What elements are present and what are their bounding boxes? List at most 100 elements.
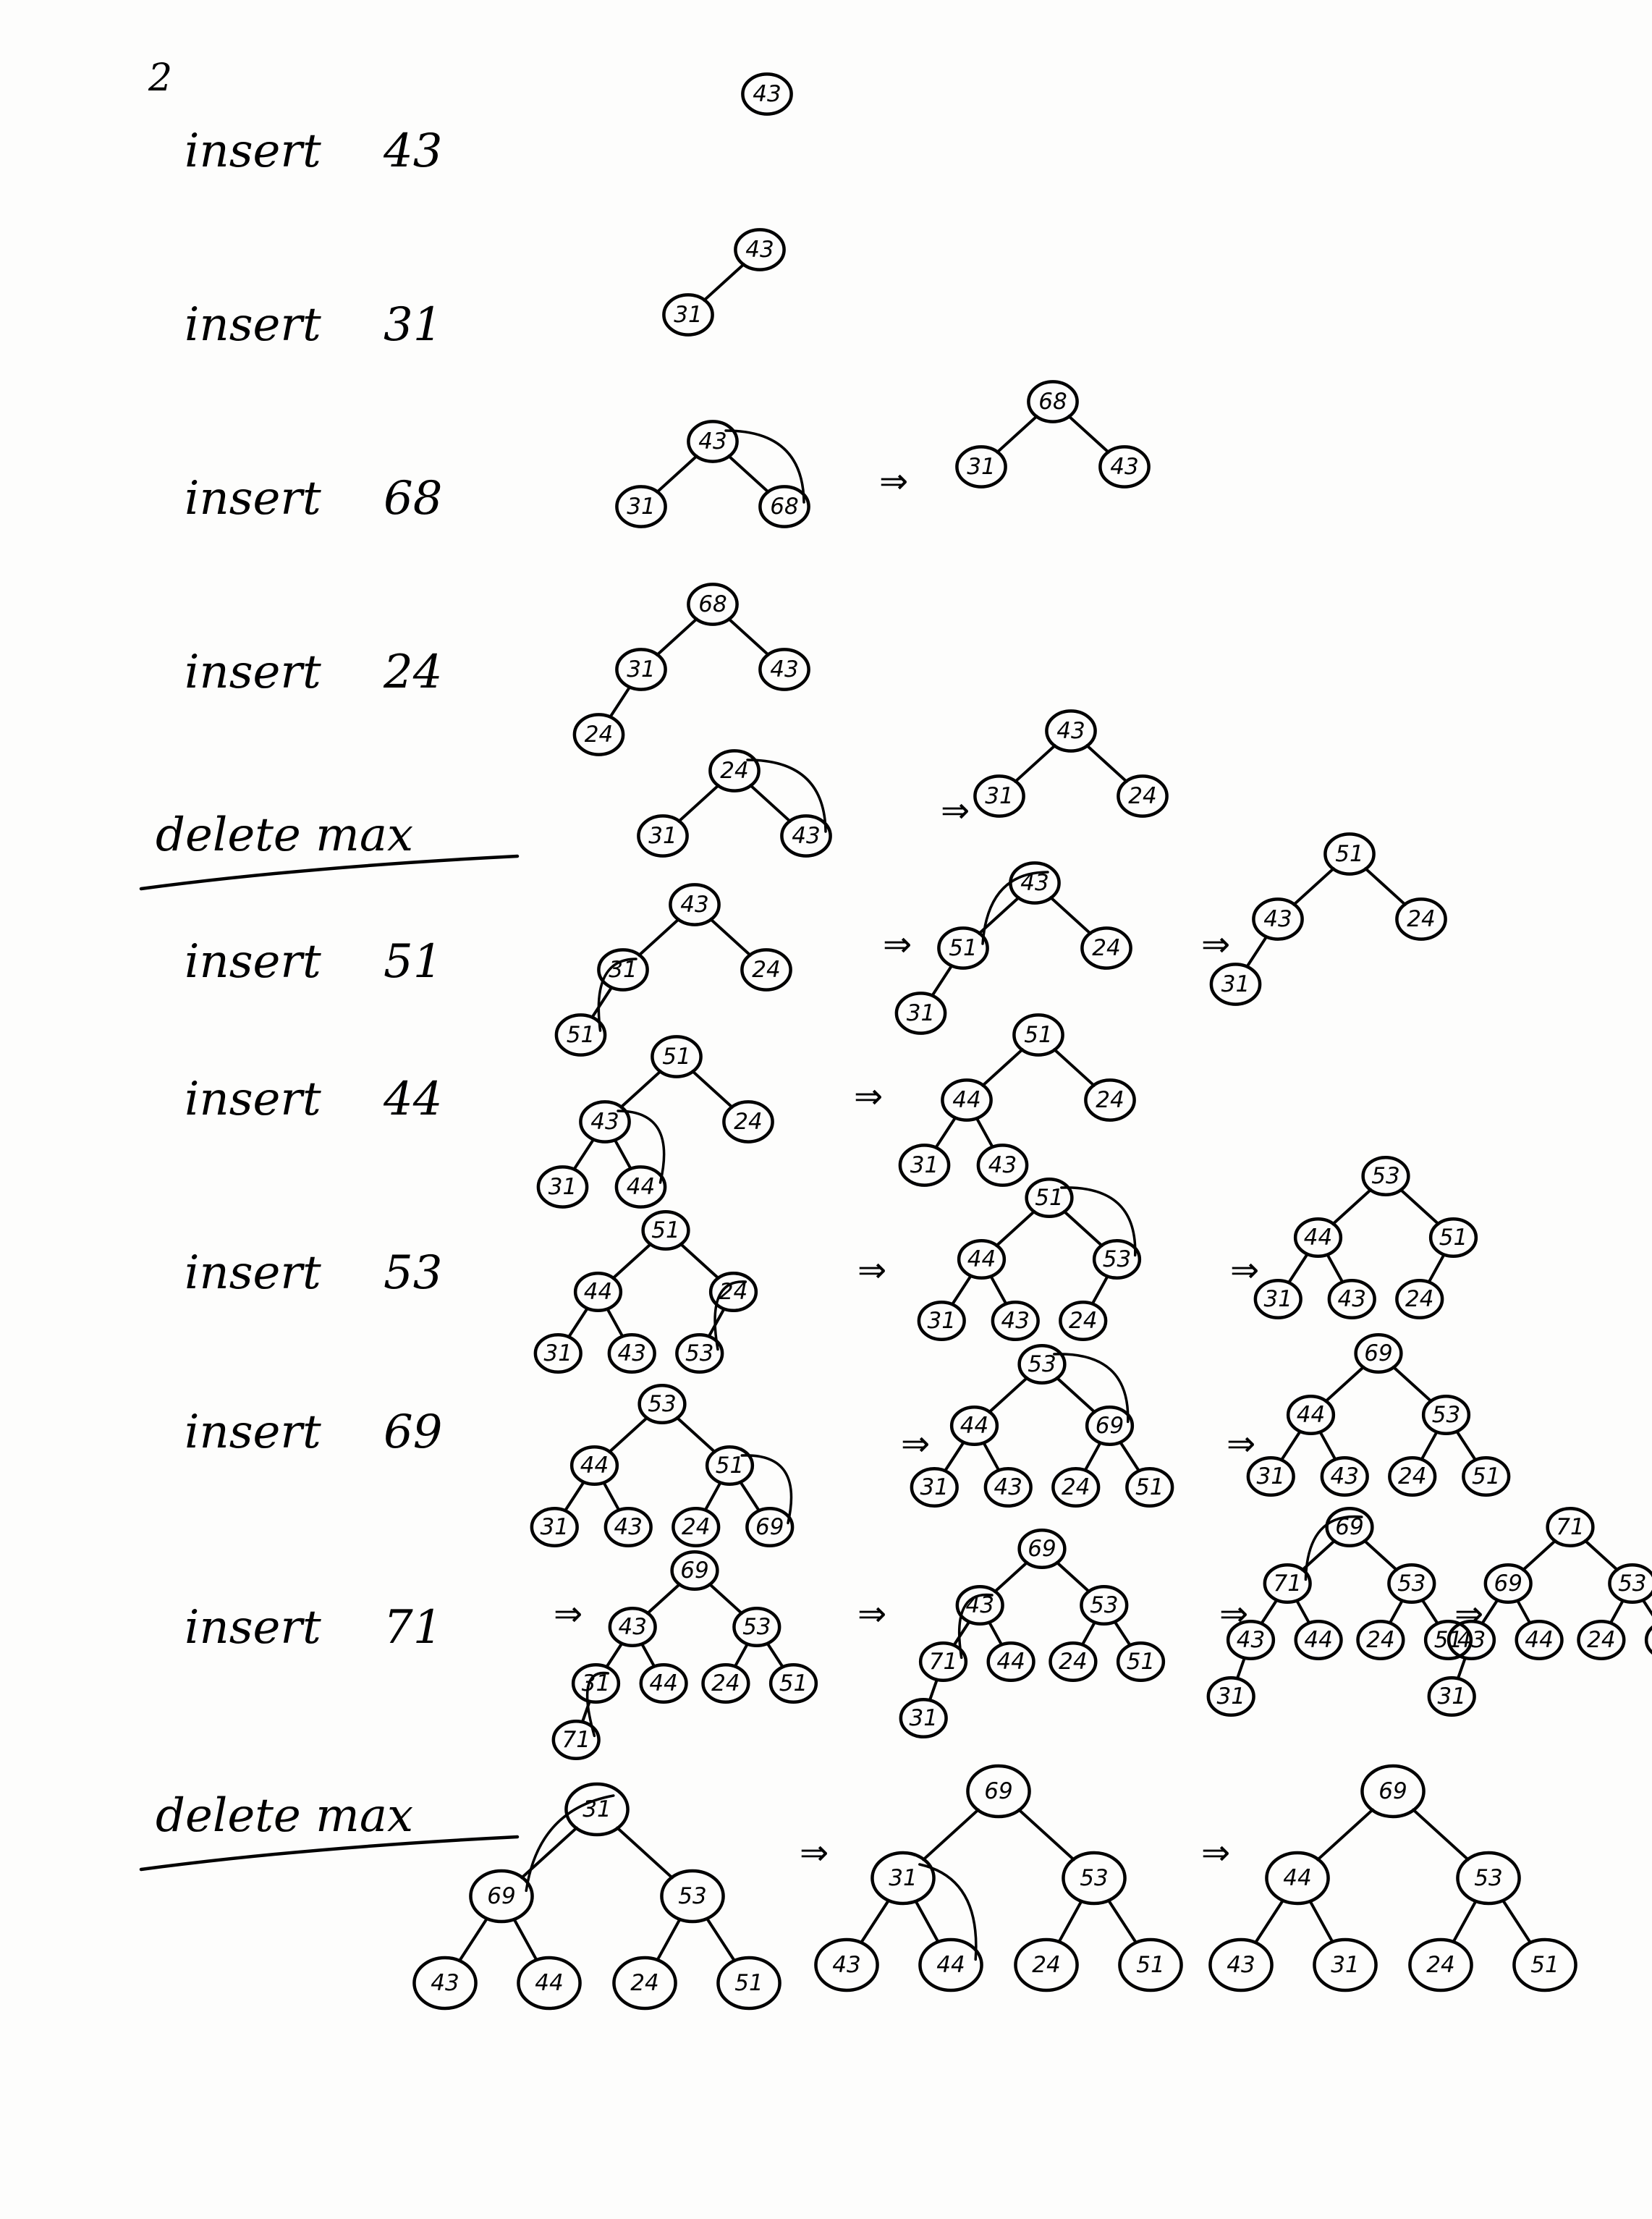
node-value: 44 (1525, 1627, 1553, 1653)
tree-edge (606, 1308, 624, 1337)
node-value: 31 (1257, 1463, 1285, 1489)
tree-edge (1254, 1899, 1284, 1944)
step-8: insert 53 (185, 1246, 442, 1300)
node-value: 44 (649, 1670, 677, 1696)
tree-edge (1091, 1275, 1109, 1305)
node-circle (740, 948, 792, 992)
transform-arrow: ⇒ (1454, 1594, 1483, 1634)
swap-arc (1053, 1353, 1130, 1424)
tree-edge (679, 1242, 720, 1280)
node-value: 31 (1264, 1286, 1292, 1312)
node-circle (780, 814, 832, 858)
node-value: 31 (583, 1796, 611, 1822)
node-value: 51 (1035, 1185, 1063, 1211)
tree-edge (749, 784, 792, 823)
node-circle (1323, 832, 1376, 876)
node-value: 44 (996, 1649, 1025, 1675)
node-circle (1512, 1937, 1577, 1992)
tree-edge (928, 1679, 939, 1701)
step-6: insert 51 (185, 935, 442, 989)
swap-arc (585, 1671, 610, 1738)
node-value: 43 (614, 1514, 643, 1540)
tree-edge (734, 1643, 749, 1668)
node-circle (533, 1332, 583, 1374)
node-circle (941, 1078, 993, 1122)
tree-edge (704, 1482, 722, 1511)
heap-tree: 51 43 24 31 44 (536, 1035, 774, 1209)
node-value: 71 (562, 1727, 590, 1753)
node-circle (551, 1719, 601, 1761)
node-value: 43 (1457, 1627, 1486, 1653)
tree-edge (727, 617, 770, 656)
node-circle (1246, 1455, 1295, 1497)
transform-arrow: ⇒ (857, 1594, 886, 1634)
node-circle (573, 1271, 623, 1313)
node-value: 24 (734, 1109, 762, 1135)
node-value: 31 (1216, 1683, 1245, 1709)
node-value: 24 (720, 758, 748, 784)
tree-edge (995, 1209, 1036, 1248)
tree-edge (703, 263, 745, 302)
tree-edge (1049, 896, 1092, 935)
node-circle (469, 1869, 534, 1924)
node-value: 43 (965, 1592, 994, 1618)
node-circle (1546, 1506, 1595, 1548)
tree-edge (458, 1917, 488, 1962)
node-circle (1226, 1619, 1276, 1661)
node-circle (1462, 1455, 1511, 1497)
tree-edge (706, 1917, 736, 1962)
node-value: 44 (1304, 1627, 1332, 1653)
node-circle (1313, 1937, 1378, 1992)
tree-edge (1055, 1560, 1091, 1594)
node-circle (603, 1506, 653, 1548)
node-circle (1356, 1619, 1405, 1661)
node-circle (1446, 1619, 1496, 1661)
node-circle (917, 1300, 966, 1342)
node-circle (1360, 1764, 1426, 1819)
tree-edge (691, 1070, 734, 1109)
heap-tree: 69 44 53 31 43 24 51 (1246, 1332, 1511, 1497)
transform-arrow: ⇒ (1201, 924, 1230, 965)
heap-tree: 51 44 24 31 43 53 (533, 1209, 758, 1374)
node-value: 43 (1110, 454, 1138, 480)
node-value: 43 (1338, 1286, 1366, 1312)
node-circle (937, 926, 989, 970)
tree-edge (944, 1441, 965, 1472)
node-value: 43 (618, 1340, 646, 1366)
tree-edge (602, 1482, 620, 1511)
node-circle (894, 992, 947, 1035)
tree-edge (1119, 1441, 1140, 1472)
node-circle (899, 1697, 948, 1739)
node-circle (1320, 1455, 1369, 1497)
node-value: 53 (1103, 1246, 1131, 1272)
node-circle (1062, 1851, 1127, 1906)
op-argument: 31 (384, 298, 442, 352)
node-value: 71 (929, 1649, 957, 1675)
tree-edge (915, 1901, 939, 1943)
node-value: 68 (770, 494, 798, 520)
tree-edge (1287, 1253, 1309, 1284)
node-value: 31 (909, 1705, 937, 1731)
op-argument: 53 (384, 1246, 442, 1300)
node-circle (983, 1466, 1033, 1508)
op-label-insert: insert (185, 1073, 321, 1126)
op-argument: 68 (384, 472, 442, 525)
page-number: 2 (148, 56, 172, 100)
node-circle (966, 1764, 1031, 1819)
tree-edge (1085, 744, 1128, 783)
tree-edge (608, 1416, 649, 1454)
heap-tree: 53 44 51 31 43 24 69 (530, 1383, 795, 1548)
node-value: 24 (1366, 1627, 1394, 1653)
tree-edge (1295, 1599, 1310, 1624)
node-value: 51 (949, 935, 977, 961)
node-value: 69 (984, 1778, 1012, 1804)
heap-tree: 51 44 53 31 43 24 (917, 1177, 1142, 1342)
transform-arrow: ⇒ (1227, 1424, 1255, 1464)
node-value: 24 (1426, 1952, 1454, 1978)
node-circle (955, 1584, 1004, 1626)
node-circle (1118, 1937, 1183, 1992)
node-circle (1428, 1217, 1478, 1259)
heap-tree: 51 44 24 31 43 (898, 1013, 1136, 1187)
node-value: 51 (567, 1022, 595, 1048)
node-value: 51 (716, 1453, 744, 1479)
